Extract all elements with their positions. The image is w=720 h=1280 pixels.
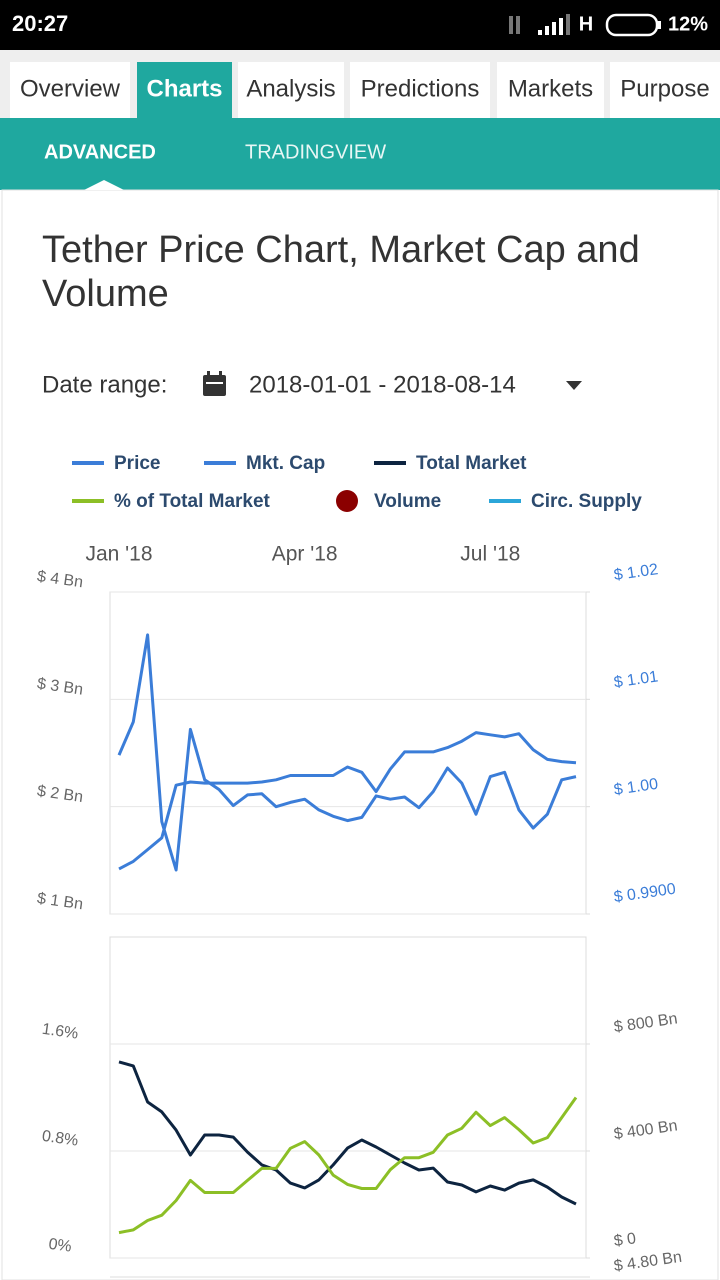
y2-tick-label: $ 0	[613, 1230, 637, 1250]
y2-tick-label: $ 1.00	[613, 776, 660, 799]
status-bar	[0, 0, 720, 50]
card	[1, 189, 719, 1280]
y2-tick-label: $ 1.02	[613, 561, 660, 584]
legend-label[interactable]: Circ. Supply	[531, 491, 642, 512]
network-type: H	[579, 13, 593, 35]
x-tick-label: Jul '18	[460, 543, 520, 566]
y-tick-label: $ 3 Bn	[36, 675, 84, 698]
series-line	[118, 731, 577, 871]
legend-label[interactable]: % of Total Market	[114, 491, 271, 512]
page-title: Tether Price Chart, Market Cap and Volum…	[42, 229, 640, 315]
date-range-value[interactable]: 2018-01-01 - 2018-08-14	[249, 371, 516, 398]
legend-marker[interactable]	[336, 490, 358, 512]
x-tick-label: Jan '18	[85, 543, 152, 566]
y2-tick-label: $ 1.01	[613, 668, 660, 691]
tab[interactable]	[610, 62, 720, 118]
calendar-icon	[203, 371, 226, 396]
y-tick-label: 0.8%	[41, 1128, 79, 1150]
legend-label[interactable]: Mkt. Cap	[246, 453, 325, 474]
tab[interactable]	[350, 62, 490, 118]
tab[interactable]	[10, 62, 130, 118]
legend-label[interactable]: Price	[114, 453, 160, 474]
series-line	[118, 1060, 577, 1206]
series-line	[117, 633, 577, 872]
tab-label[interactable]: Markets	[508, 75, 593, 102]
y-tick-label: $ 1 Bn	[36, 890, 84, 913]
tab-label[interactable]: Predictions	[361, 75, 480, 102]
y-tick-label: $ 2 Bn	[36, 783, 84, 806]
tab-label[interactable]: Purpose	[620, 75, 709, 102]
dropdown-caret[interactable]	[566, 381, 582, 390]
battery-icon	[605, 13, 661, 37]
y-tick-label: $ 4 Bn	[36, 568, 84, 591]
active-indicator	[84, 180, 124, 190]
status-time: 20:27	[12, 11, 68, 36]
tab[interactable]	[497, 62, 604, 118]
legend-label[interactable]: Volume	[374, 491, 441, 512]
series-line	[118, 1096, 578, 1235]
tab-label[interactable]: Charts	[146, 75, 222, 102]
y-tick-label: 1.6%	[41, 1021, 79, 1043]
legend-label[interactable]: Total Market	[416, 453, 527, 474]
subtab-label[interactable]: TRADINGVIEW	[245, 141, 386, 163]
tab-label[interactable]: Analysis	[246, 75, 335, 102]
subtab-label[interactable]: ADVANCED	[44, 141, 156, 163]
date-range-label: Date range:	[42, 371, 167, 398]
tab-label[interactable]: Overview	[20, 75, 121, 102]
battery-level: 12%	[668, 13, 708, 35]
subtab-bar	[0, 118, 720, 190]
y-tick-label: 0%	[47, 1236, 72, 1256]
tab[interactable]	[238, 62, 344, 118]
tab[interactable]	[137, 62, 232, 118]
x-tick-label: Apr '18	[272, 543, 338, 566]
signal-icon	[509, 14, 570, 35]
